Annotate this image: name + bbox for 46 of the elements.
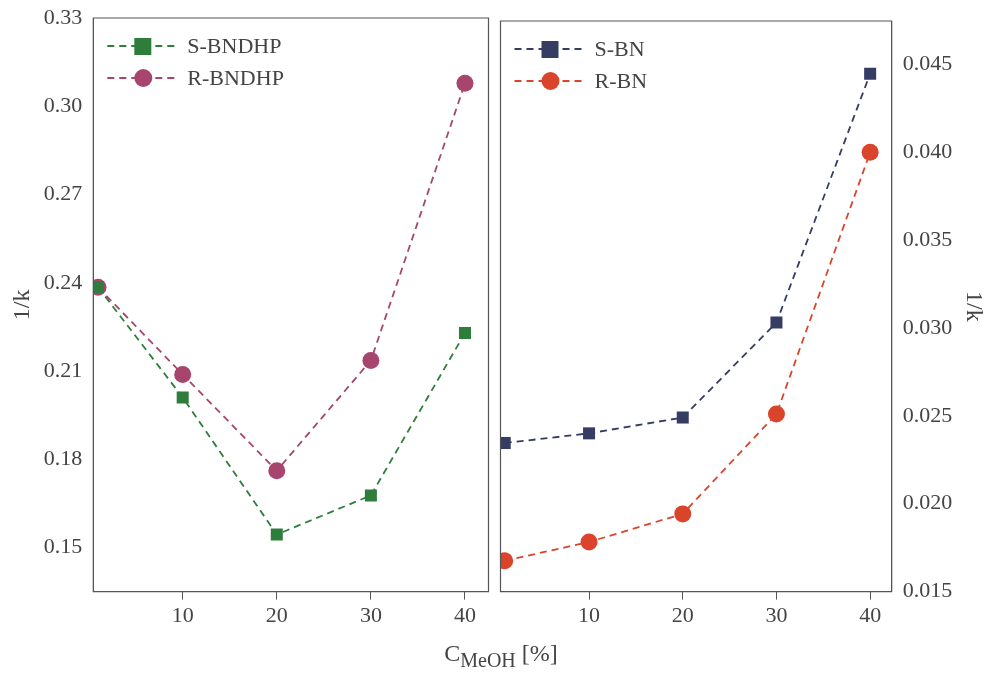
x-tick-label: 10 (171, 601, 194, 627)
y-axis-title: 1/k (7, 289, 34, 321)
point (268, 462, 286, 480)
point (458, 327, 471, 340)
legend-label: R-BN (594, 67, 648, 93)
y2-tick-label: 0.015 (902, 577, 953, 603)
point (176, 391, 189, 404)
point (456, 74, 474, 92)
legend-label: S-BN (594, 35, 645, 61)
point (674, 505, 692, 523)
y2-tick-label: 0.035 (902, 225, 953, 251)
y2-tick-label: 0.025 (902, 401, 953, 427)
y-tick-label: 0.24 (43, 268, 83, 294)
point (864, 67, 877, 80)
point (767, 405, 785, 423)
y-tick-label: 0.21 (43, 356, 83, 382)
point (364, 489, 377, 502)
x-tick-label: 20 (265, 601, 288, 627)
y-tick-label: 0.30 (43, 92, 83, 118)
y-tick-label: 0.27 (43, 180, 83, 206)
x-tick-label: 10 (578, 601, 601, 627)
y2-tick-label: 0.020 (902, 489, 953, 515)
legend-label: R-BNDHP (187, 64, 284, 90)
point (676, 411, 689, 424)
y2-tick-label: 0.030 (902, 313, 953, 339)
point (500, 437, 511, 450)
y2-tick-label: 0.040 (902, 137, 953, 163)
point (861, 143, 879, 161)
point (362, 351, 380, 369)
x-tick-label: 30 (359, 601, 382, 627)
y2-tick-label: 0.045 (902, 49, 953, 75)
y-tick-label: 0.18 (43, 445, 83, 471)
y-tick-label: 0.33 (43, 3, 83, 29)
point (270, 528, 283, 541)
x-tick-label: 40 (453, 601, 476, 627)
point (174, 366, 192, 384)
x-axis-title: C$_{MeOH}$ [%] (443, 640, 559, 672)
point (583, 427, 596, 440)
point (770, 316, 783, 329)
point (580, 533, 598, 551)
x-tick-label: 30 (765, 601, 788, 627)
y2-axis-title: 1/k (962, 290, 989, 322)
x-tick-label: 20 (671, 601, 694, 627)
y-tick-label: 0.15 (43, 533, 83, 559)
legend-label: S-BNDHP (187, 32, 282, 58)
x-tick-label: 40 (859, 601, 882, 627)
